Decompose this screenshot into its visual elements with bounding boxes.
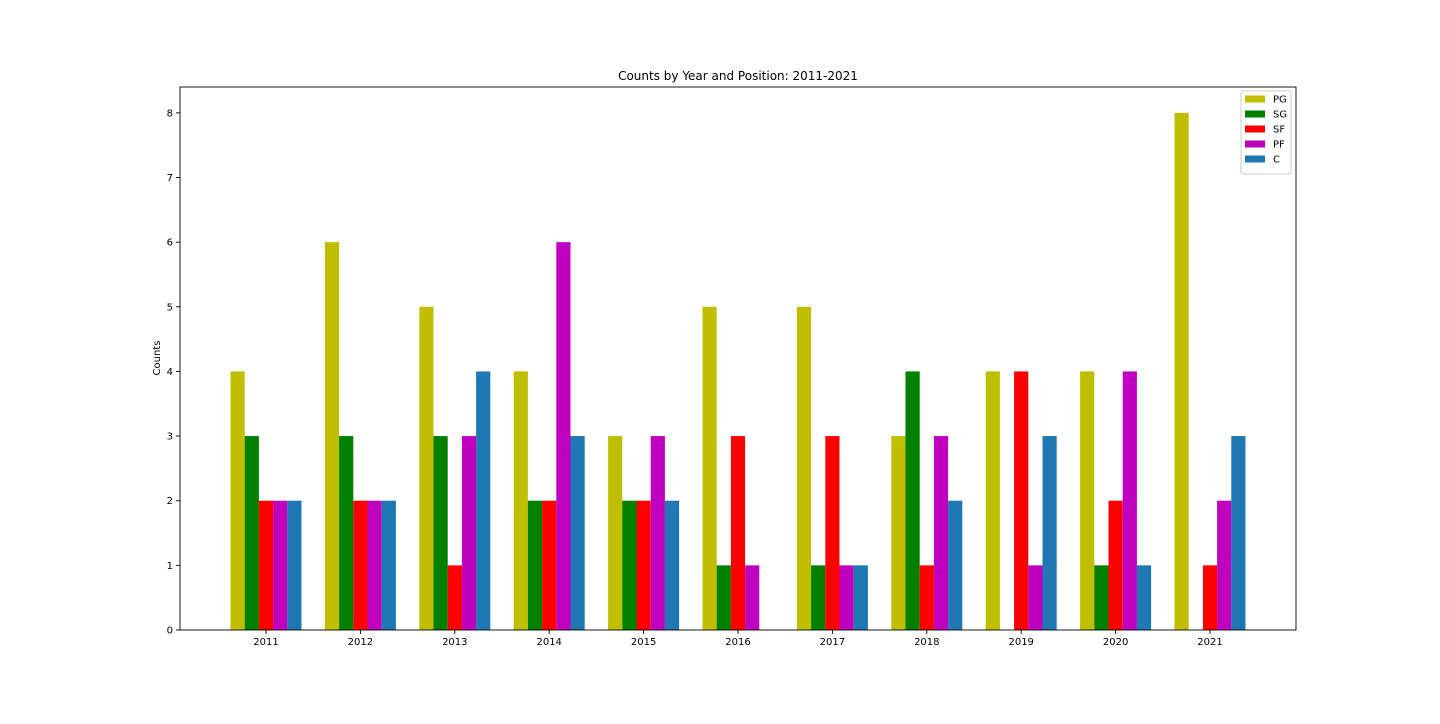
bar-sg-2012 bbox=[339, 436, 354, 630]
bar-pg-2014 bbox=[513, 371, 528, 630]
bar-c-2015 bbox=[664, 500, 680, 630]
y-tick-label: 8 bbox=[167, 108, 173, 119]
bar-pg-2011 bbox=[230, 371, 245, 630]
bar-sg-2011 bbox=[244, 436, 259, 630]
bar-c-2020 bbox=[1136, 565, 1152, 630]
y-tick-label: 1 bbox=[167, 561, 173, 572]
bar-c-2014 bbox=[570, 436, 585, 630]
bar-pf-2015 bbox=[650, 436, 665, 630]
bar-sf-2013 bbox=[447, 565, 462, 630]
x-tick-label: 2014 bbox=[536, 637, 561, 648]
x-tick-label: 2015 bbox=[631, 637, 656, 648]
bar-sf-2012 bbox=[353, 500, 368, 630]
chart-title: Counts by Year and Position: 2011-2021 bbox=[618, 69, 858, 83]
bar-sg-2013 bbox=[433, 436, 448, 630]
bar-sg-2014 bbox=[527, 500, 543, 630]
y-tick-label: 2 bbox=[167, 496, 173, 507]
bar-sf-2020 bbox=[1108, 500, 1123, 630]
bar-pf-2019 bbox=[1028, 565, 1043, 630]
bar-sf-2011 bbox=[258, 500, 274, 630]
legend-swatch-sf bbox=[1245, 125, 1265, 133]
bar-sg-2018 bbox=[905, 371, 920, 630]
x-tick-label: 2019 bbox=[1008, 637, 1033, 648]
bar-sf-2014 bbox=[542, 500, 557, 630]
y-tick-label: 0 bbox=[167, 626, 173, 637]
legend-label-pf: PF bbox=[1273, 140, 1285, 151]
legend-swatch-pg bbox=[1245, 95, 1265, 103]
y-axis-label: Counts bbox=[152, 341, 163, 376]
x-tick-label: 2013 bbox=[442, 637, 467, 648]
bar-pg-2020 bbox=[1080, 371, 1095, 630]
x-tick-label: 2018 bbox=[914, 637, 939, 648]
bar-pg-2016 bbox=[702, 306, 717, 630]
bar-c-2017 bbox=[853, 565, 868, 630]
bar-pf-2021 bbox=[1217, 500, 1232, 630]
bar-pg-2019 bbox=[985, 371, 1000, 630]
bar-pg-2013 bbox=[419, 306, 434, 630]
y-tick-label: 5 bbox=[167, 302, 173, 313]
bar-pf-2014 bbox=[556, 242, 571, 630]
bar-pf-2017 bbox=[839, 565, 854, 630]
bar-pf-2018 bbox=[933, 436, 949, 630]
bar-sg-2020 bbox=[1094, 565, 1109, 630]
axes-layer: 0 1 2 3 4 5 6 7 8 2011 2012 2013 2014 2015 2016 2017 201… bbox=[167, 86, 1297, 648]
legend-label-sf: SF bbox=[1273, 125, 1285, 136]
x-tick-label: 2011 bbox=[253, 637, 278, 648]
bars-layer bbox=[230, 112, 1246, 631]
bar-pf-2020 bbox=[1122, 371, 1137, 630]
bar-pf-2012 bbox=[367, 500, 382, 630]
bar-sg-2015 bbox=[622, 500, 637, 630]
bar-pf-2013 bbox=[461, 436, 477, 630]
x-tick-label: 2016 bbox=[725, 637, 750, 648]
bar-sf-2021 bbox=[1202, 565, 1218, 630]
bar-sf-2017 bbox=[825, 436, 840, 630]
bar-c-2012 bbox=[381, 500, 396, 630]
bar-c-2013 bbox=[476, 371, 491, 630]
y-tick-label: 6 bbox=[167, 238, 173, 249]
y-tick-label: 3 bbox=[167, 432, 173, 443]
bar-c-2021 bbox=[1231, 436, 1246, 630]
legend-swatch-c bbox=[1245, 155, 1265, 163]
legend-label-c: C bbox=[1273, 155, 1280, 166]
y-tick-label: 7 bbox=[167, 173, 173, 184]
x-tick-label: 2012 bbox=[348, 637, 373, 648]
legend-swatch-pf bbox=[1245, 140, 1265, 148]
bar-pg-2018 bbox=[891, 436, 906, 630]
x-tick-label: 2020 bbox=[1103, 637, 1128, 648]
legend-swatch-sg bbox=[1245, 110, 1265, 118]
bar-pg-2017 bbox=[796, 306, 812, 630]
bar-sg-2017 bbox=[811, 565, 826, 630]
bar-sf-2019 bbox=[1014, 371, 1029, 630]
x-tick-label: 2021 bbox=[1197, 637, 1222, 648]
bar-pf-2016 bbox=[745, 565, 760, 630]
bar-sf-2016 bbox=[730, 436, 746, 630]
legend-label-sg: SG bbox=[1273, 110, 1287, 121]
bar-c-2019 bbox=[1042, 436, 1057, 630]
bar-sf-2018 bbox=[919, 565, 934, 630]
bar-c-2011 bbox=[287, 500, 302, 630]
bar-sg-2016 bbox=[716, 565, 731, 630]
bar-pg-2015 bbox=[608, 436, 623, 630]
bar-pf-2011 bbox=[273, 500, 288, 630]
bar-pg-2021 bbox=[1174, 112, 1189, 631]
bar-sf-2015 bbox=[636, 500, 651, 630]
legend: PG SG SF PF C bbox=[1240, 90, 1292, 175]
x-tick-label: 2017 bbox=[820, 637, 845, 648]
y-tick-label: 4 bbox=[167, 367, 173, 378]
legend-label-pg: PG bbox=[1273, 95, 1287, 106]
bar-c-2018 bbox=[948, 500, 963, 630]
bar-pg-2012 bbox=[324, 242, 340, 630]
